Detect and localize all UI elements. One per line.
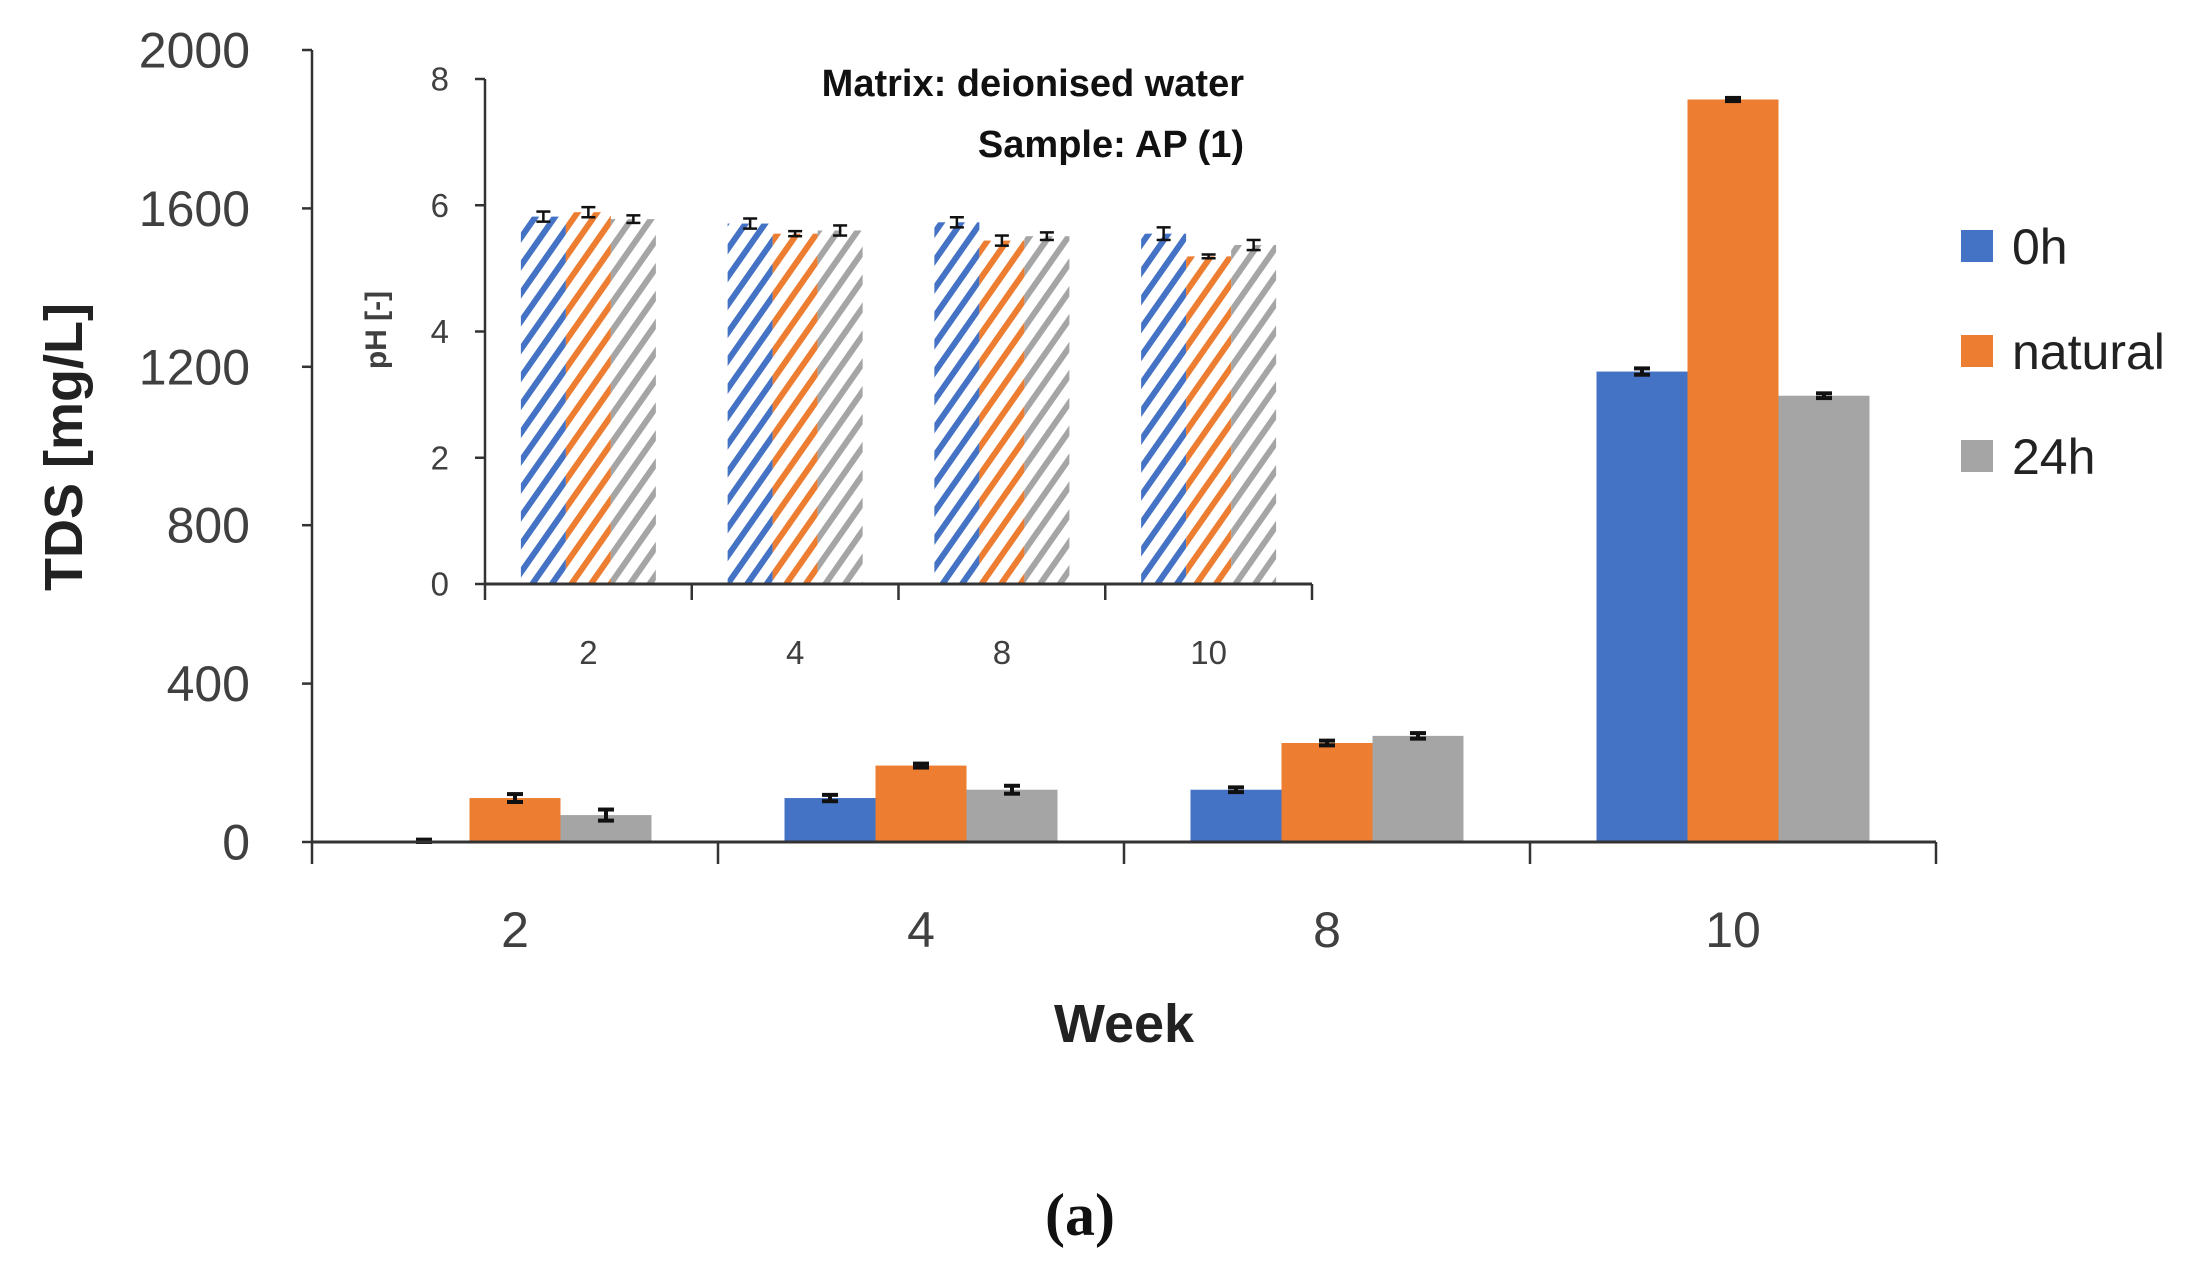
y-tick-label: 1600 bbox=[139, 181, 250, 237]
legend-label: natural bbox=[2012, 324, 2165, 380]
error-bar bbox=[833, 224, 848, 237]
bar-natural-week-10 bbox=[1186, 256, 1232, 584]
error-bar bbox=[536, 210, 551, 223]
bar-natural-week-4 bbox=[772, 233, 818, 584]
legend-swatch bbox=[1961, 335, 1993, 367]
bar-0h-week-10 bbox=[1596, 371, 1688, 842]
bar-0h-week-10 bbox=[1141, 233, 1187, 584]
error-bar bbox=[1634, 366, 1650, 377]
y-tick-label: 1200 bbox=[139, 339, 250, 395]
y-tick-label: 0 bbox=[431, 566, 449, 603]
bar-0h-week-8 bbox=[1190, 789, 1282, 842]
error-bar bbox=[913, 761, 929, 770]
bar-24h-week-8 bbox=[1024, 236, 1070, 584]
error-bar bbox=[598, 807, 614, 823]
inset-y-axis-title: pH [-] bbox=[360, 291, 393, 369]
bar-natural-week-10 bbox=[1687, 99, 1779, 842]
bar-natural-week-2 bbox=[565, 212, 611, 584]
x-axis-title: Week bbox=[1054, 994, 1195, 1054]
inset-annotation-sample: Sample: AP (1) bbox=[978, 124, 1244, 166]
x-tick-label: 2 bbox=[501, 902, 529, 958]
legend-item-24h: 24h bbox=[1961, 429, 2095, 485]
bar-0h-week-2 bbox=[520, 216, 566, 585]
error-bar bbox=[949, 215, 964, 229]
error-bar bbox=[1039, 231, 1054, 242]
error-bar bbox=[1156, 226, 1171, 242]
legend-label: 24h bbox=[2012, 429, 2095, 485]
x-tick-label: 10 bbox=[1190, 634, 1227, 671]
figure-caption: (a) bbox=[1045, 1182, 1115, 1248]
y-tick-label: 6 bbox=[431, 187, 449, 224]
main-plot: 0 400 800 1200 1600 2000 2 4 8 10 bbox=[139, 23, 1938, 958]
bar-24h-week-4 bbox=[817, 230, 863, 584]
y-tick-label: 2000 bbox=[139, 23, 250, 79]
error-bar bbox=[822, 792, 838, 804]
y-tick-label: 8 bbox=[431, 61, 449, 98]
bar-24h-week-4 bbox=[966, 789, 1058, 842]
bar-0h-week-4 bbox=[727, 223, 773, 584]
y-tick-label: 4 bbox=[431, 313, 449, 350]
bar-0h-week-4 bbox=[784, 798, 876, 842]
y-axis-title: TDS [mg/L] bbox=[34, 303, 94, 591]
error-bar bbox=[788, 229, 803, 238]
y-tick-label: 400 bbox=[167, 656, 250, 712]
x-tick-label: 4 bbox=[907, 902, 935, 958]
error-bar bbox=[1201, 253, 1216, 260]
legend-label: 0h bbox=[2012, 219, 2068, 275]
bar-natural-week-8 bbox=[1281, 743, 1373, 842]
error-bar bbox=[507, 792, 523, 805]
bar-natural-week-4 bbox=[875, 765, 967, 842]
error-bar bbox=[1004, 783, 1020, 796]
bar-24h-week-2 bbox=[610, 219, 656, 584]
legend-swatch bbox=[1961, 440, 1993, 472]
bar-24h-week-10 bbox=[1231, 245, 1277, 585]
error-bar bbox=[1246, 238, 1261, 252]
error-bar bbox=[743, 217, 758, 230]
error-bar bbox=[1228, 785, 1244, 795]
bar-natural-week-2 bbox=[469, 798, 561, 842]
bar-24h-week-10 bbox=[1778, 395, 1870, 842]
bar-0h-week-8 bbox=[934, 222, 980, 584]
x-tick-label: 8 bbox=[1313, 902, 1341, 958]
x-tick-label: 2 bbox=[579, 634, 597, 671]
legend-item-0h: 0h bbox=[1961, 219, 2068, 275]
legend: 0h natural 24h bbox=[1961, 219, 2165, 485]
error-bar bbox=[581, 205, 596, 219]
bar-natural-week-8 bbox=[979, 240, 1025, 584]
error-bar bbox=[1725, 95, 1741, 104]
bar-24h-week-8 bbox=[1372, 735, 1464, 842]
x-tick-label: 10 bbox=[1705, 902, 1761, 958]
x-tick-label: 8 bbox=[993, 634, 1011, 671]
inset-ph-plot: 0 2 4 6 8 2 4 8 10 bbox=[431, 61, 1314, 671]
error-bar bbox=[626, 214, 641, 225]
error-bar bbox=[1410, 731, 1426, 741]
y-tick-label: 800 bbox=[167, 498, 250, 554]
error-bar bbox=[1319, 738, 1335, 748]
legend-item-natural: natural bbox=[1961, 324, 2165, 380]
legend-swatch bbox=[1961, 230, 1993, 262]
x-tick-label: 4 bbox=[786, 634, 804, 671]
inset-annotation-matrix: Matrix: deionised water bbox=[822, 63, 1245, 105]
y-tick-label: 2 bbox=[431, 439, 449, 476]
error-bar bbox=[994, 234, 1009, 247]
y-tick-label: 0 bbox=[222, 815, 250, 871]
error-bar bbox=[1816, 391, 1832, 401]
